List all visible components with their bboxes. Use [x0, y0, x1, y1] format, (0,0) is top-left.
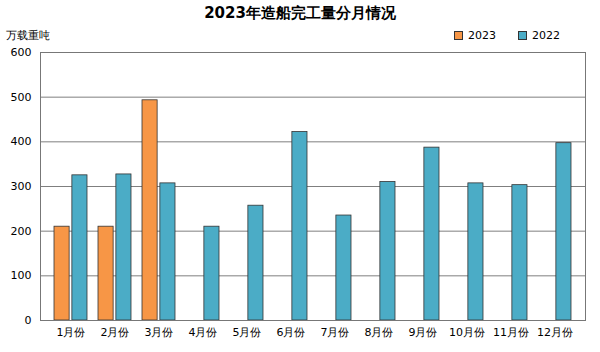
html-text:2022: 2022 — [532, 28, 560, 42]
svg-text:4月份: 4月份 — [189, 326, 218, 339]
html-text:2023: 2023 — [468, 28, 496, 42]
html-text:万载重吨: 万载重吨 — [6, 28, 50, 42]
svg-text:9月份: 9月份 — [409, 326, 438, 339]
svg-text:300: 300 — [11, 180, 32, 193]
svg-text:8月份: 8月份 — [365, 326, 394, 339]
svg-text:5月份: 5月份 — [233, 326, 262, 339]
svg-text:1月份: 1月份 — [57, 326, 86, 339]
svg-text:10月份: 10月份 — [449, 326, 485, 339]
svg-text:400: 400 — [11, 135, 32, 148]
svg-text:2月份: 2月份 — [101, 326, 130, 339]
svg-text:100: 100 — [11, 269, 32, 282]
svg-text:600: 600 — [11, 46, 32, 59]
svg-text:7月份: 7月份 — [321, 326, 350, 339]
svg-text:0: 0 — [25, 314, 32, 327]
svg-text:11月份: 11月份 — [493, 326, 529, 339]
svg-text:200: 200 — [11, 225, 32, 238]
svg-text:6月份: 6月份 — [277, 326, 306, 339]
svg-text:12月份: 12月份 — [537, 326, 573, 339]
svg-text:3月份: 3月份 — [145, 326, 174, 339]
svg-text:500: 500 — [11, 91, 32, 104]
html-text:2023年造船完工量分月情况: 2023年造船完工量分月情况 — [204, 4, 396, 22]
